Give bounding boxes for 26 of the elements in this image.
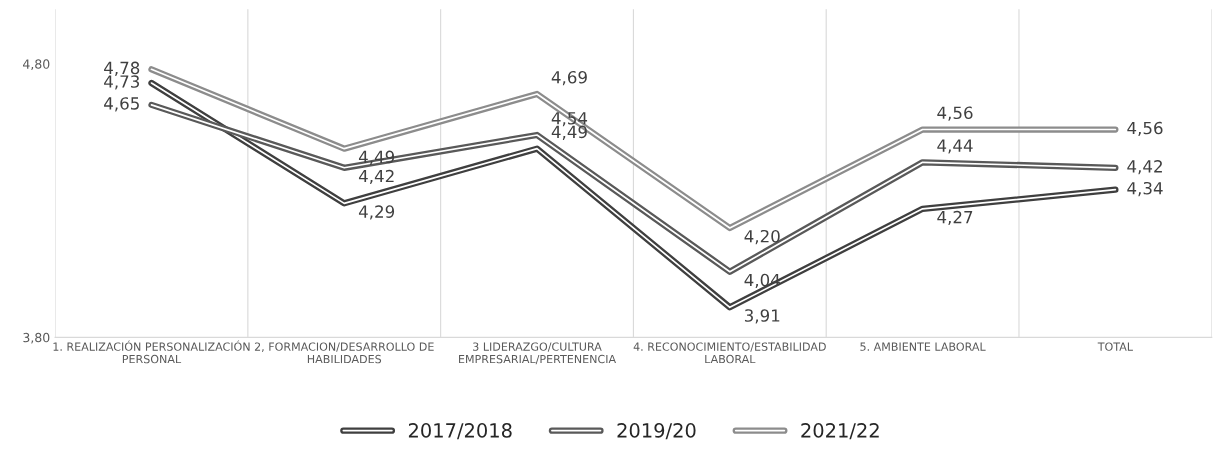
data-label: 4,56 <box>937 106 973 121</box>
y-tick-label: 3,80 <box>23 332 50 344</box>
x-tick-label: 1. REALIZACIÓN PERSONALIZACIÓN PERSONAL <box>53 340 250 364</box>
y-tick-label: 4,80 <box>23 59 50 71</box>
data-label: 3,91 <box>744 309 780 324</box>
data-label: 4,27 <box>937 210 973 226</box>
data-label: 4,78 <box>104 61 140 76</box>
x-tick-label: 4. RECONOCIMIENTO/ESTABILIDAD LABORAL <box>633 342 826 364</box>
data-label: 4,29 <box>358 205 395 220</box>
legend-label: 2021/22 <box>801 423 879 440</box>
data-label: 4,34 <box>1127 181 1163 197</box>
x-tick-label: 5. AMBIENTE LABORAL <box>860 342 986 351</box>
legend-label: 2019/20 <box>617 423 696 440</box>
x-tick-label: 3 LIDERAZGO/CULTURA EMPRESARIAL/PERTENENCIA <box>459 342 617 365</box>
data-label: 4,65 <box>104 97 139 112</box>
x-tick-label: 2, FORMACION/DESARROLLO DE HABILIDADES <box>254 342 434 364</box>
data-label: 4,56 <box>1127 121 1163 137</box>
data-label: 4,44 <box>937 139 973 154</box>
data-label: 4,69 <box>551 70 587 86</box>
data-label: 4,49 <box>551 125 587 140</box>
legend-label: 2017/2018 <box>408 423 512 440</box>
data-label: 4,42 <box>358 169 394 185</box>
data-label: 4,73 <box>104 75 140 90</box>
data-label: 4,42 <box>1127 160 1162 175</box>
x-tick-label: TOTAL <box>1097 342 1133 351</box>
data-label: 4,20 <box>744 229 780 245</box>
